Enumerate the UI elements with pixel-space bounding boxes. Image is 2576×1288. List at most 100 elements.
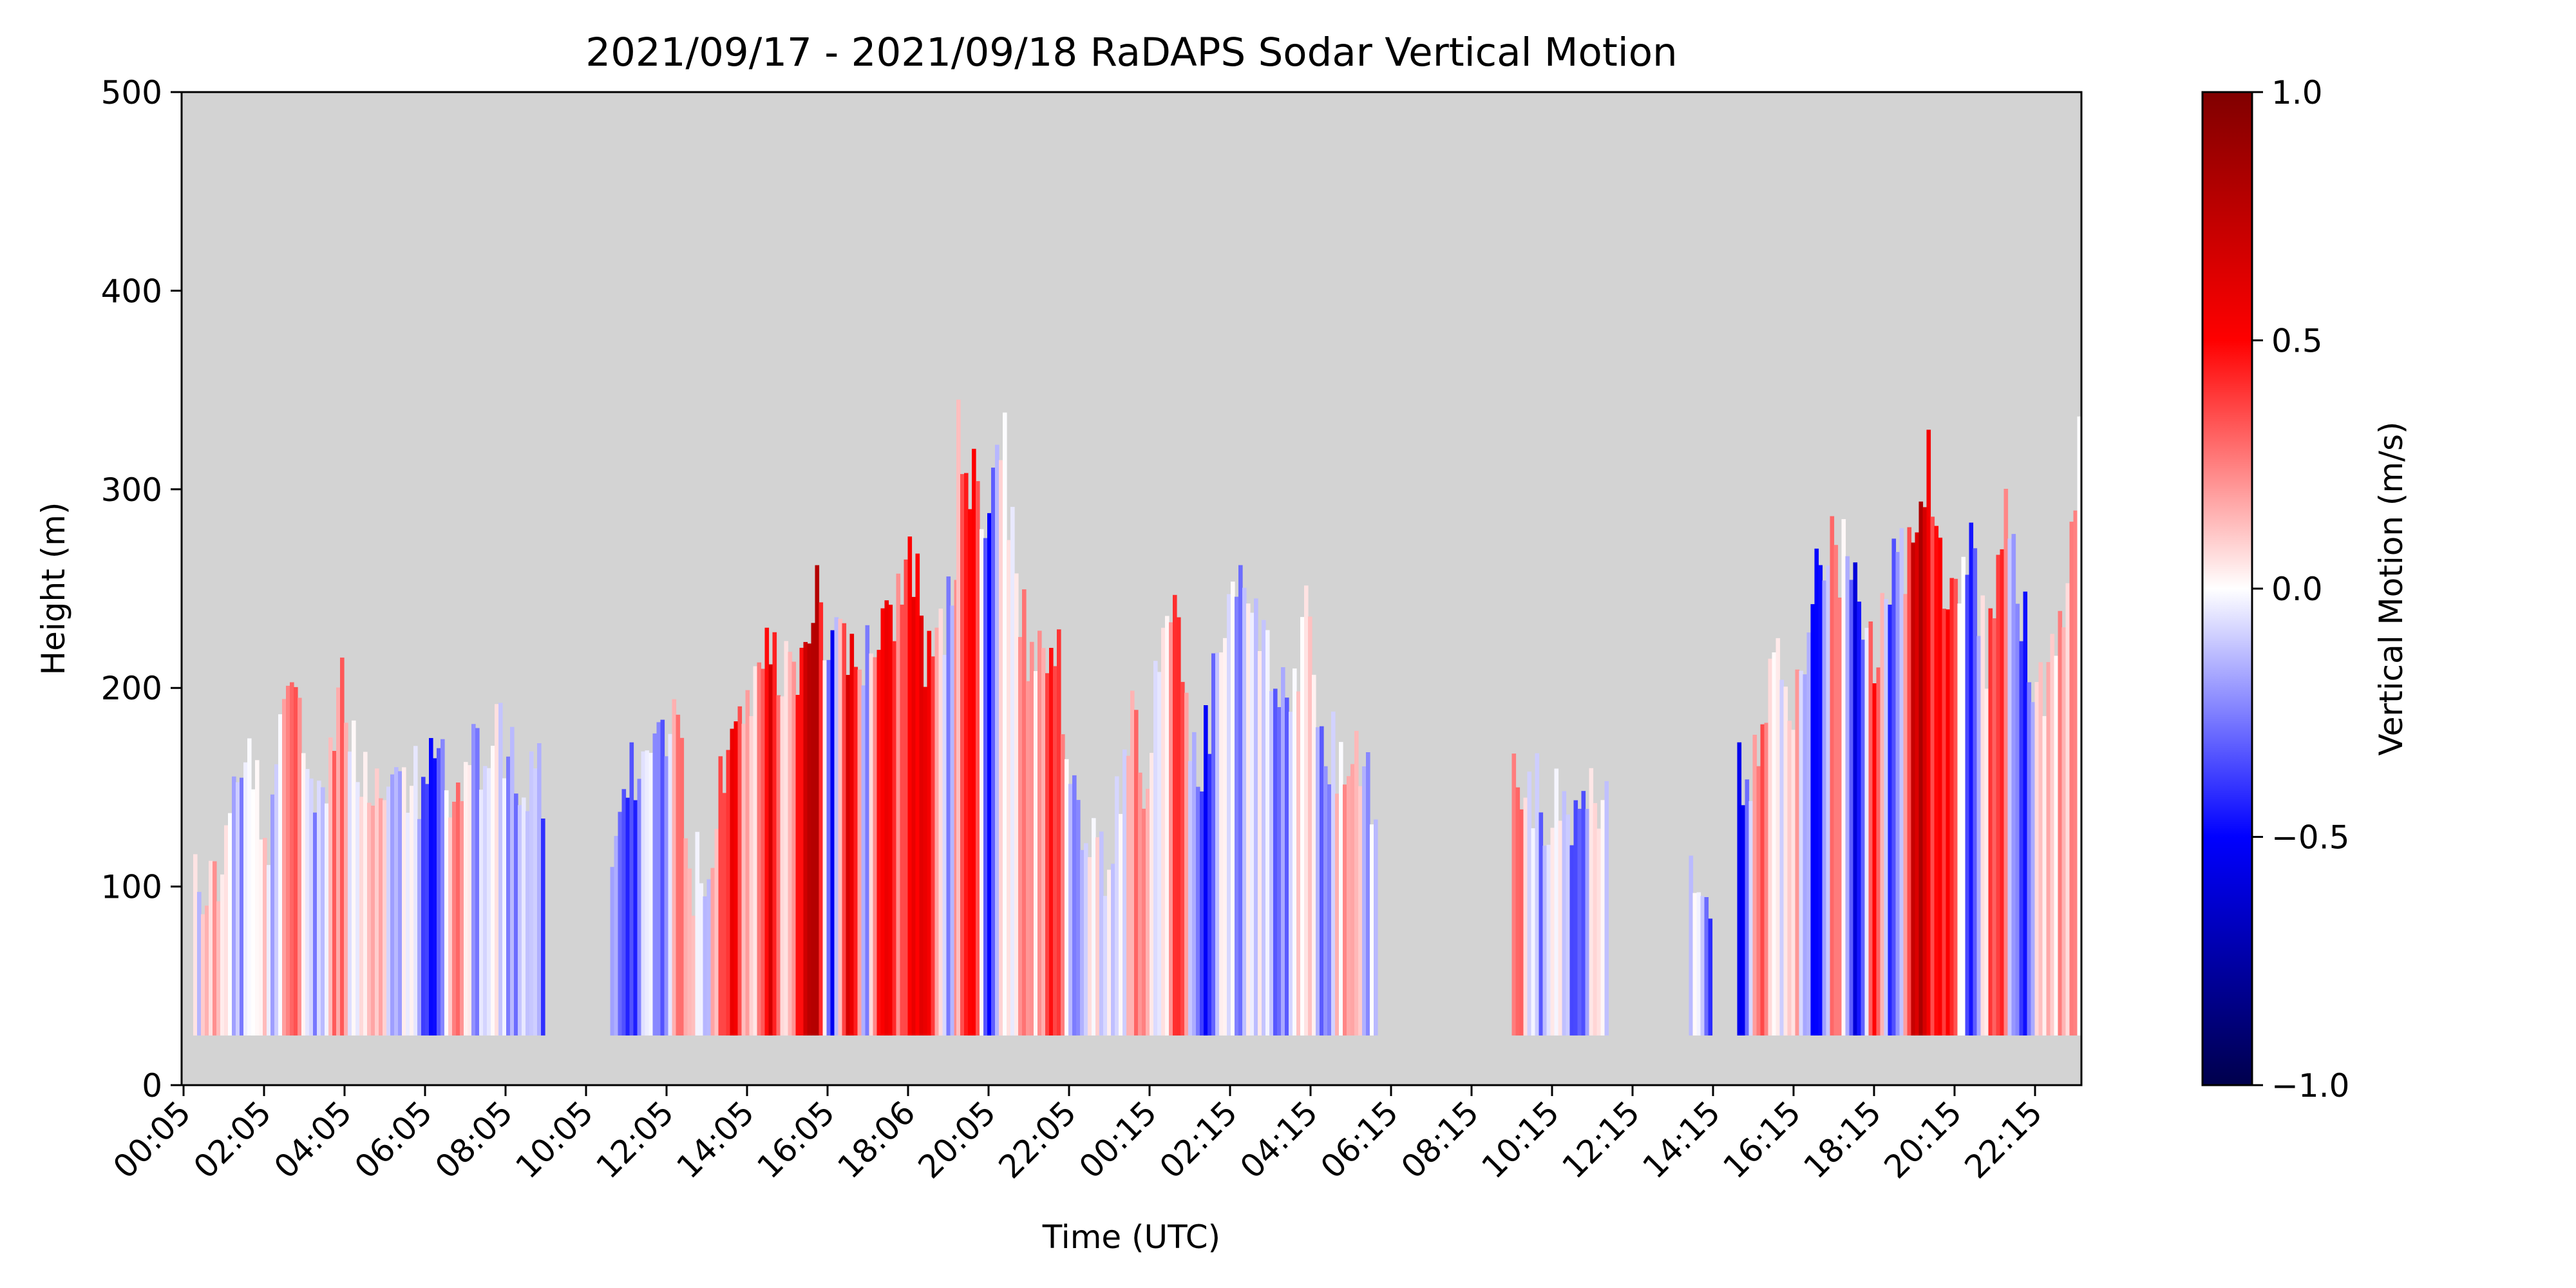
heatmap-cell — [834, 617, 839, 1036]
heatmap-cell — [1884, 599, 1889, 1036]
heatmap-cell — [1810, 604, 1815, 1036]
heatmap-cell — [495, 704, 499, 1036]
heatmap-cell — [1888, 604, 1893, 1036]
heatmap-cell — [1903, 594, 1908, 1036]
heatmap-cell — [1531, 828, 1536, 1036]
chart-title: 2021/09/17 - 2021/09/18 RaDAPS Sodar Ver… — [585, 30, 1677, 75]
heatmap-cell — [900, 604, 905, 1036]
heatmap-cell — [683, 838, 688, 1036]
heatmap-cell — [1269, 691, 1274, 1036]
heatmap-cell — [625, 797, 630, 1036]
heatmap-cell — [1084, 843, 1088, 1036]
heatmap-cell — [954, 580, 959, 1036]
heatmap-cell — [1126, 755, 1131, 1036]
heatmap-cell — [1558, 820, 1563, 1036]
heatmap-cell — [325, 803, 329, 1036]
heatmap-cell — [1783, 687, 1788, 1036]
heatmap-cell — [1065, 759, 1069, 1036]
heatmap-cell — [1061, 734, 1065, 1036]
heatmap-cell — [938, 609, 943, 1036]
x-tick-label: 14:15 — [1636, 1094, 1728, 1186]
heatmap-cell — [795, 695, 800, 1036]
heatmap-cell — [1092, 818, 1096, 1036]
heatmap-cell — [1708, 918, 1713, 1036]
heatmap-cell — [2023, 591, 2028, 1036]
heatmap-cell — [983, 538, 988, 1036]
heatmap-cell — [456, 782, 460, 1036]
x-tick-label: 00:05 — [106, 1094, 198, 1186]
heatmap-cell — [1922, 507, 1927, 1036]
heatmap-cell — [1988, 608, 1993, 1036]
heatmap-cell — [1918, 501, 1924, 1036]
heatmap-cell — [386, 786, 391, 1036]
heatmap-cell — [838, 618, 843, 1036]
heatmap-cell — [896, 573, 901, 1036]
heatmap-cell — [1219, 652, 1224, 1036]
heatmap-cell — [1335, 793, 1340, 1036]
heatmap-cell — [2061, 627, 2067, 1036]
heatmap-cell — [695, 831, 700, 1036]
x-tick-label: 10:05 — [509, 1094, 601, 1186]
heatmap-cell — [1281, 667, 1285, 1036]
heatmap-cell — [518, 805, 522, 1036]
colorbar-tick-label: 1.0 — [2271, 74, 2323, 111]
heatmap-cell — [1926, 430, 1931, 1036]
heatmap-cell — [1169, 622, 1173, 1036]
heatmap-cell — [1150, 753, 1154, 1036]
heatmap-cell — [919, 615, 924, 1036]
x-tick-label: 02:05 — [187, 1094, 279, 1186]
heatmap-cell — [706, 879, 712, 1036]
heatmap-cell — [487, 768, 491, 1036]
heatmap-cell — [791, 661, 797, 1036]
heatmap-cell — [964, 473, 969, 1036]
heatmap-cell — [1200, 791, 1204, 1036]
heatmap-cell — [1880, 592, 1885, 1036]
heatmap-cell — [209, 860, 213, 1036]
heatmap-cell — [907, 536, 913, 1036]
heatmap-cell — [340, 658, 345, 1036]
heatmap-cell — [1300, 617, 1305, 1036]
heatmap-cell — [784, 641, 789, 1036]
heatmap-cell — [1293, 668, 1297, 1036]
heatmap-cell — [1320, 726, 1324, 1036]
heatmap-cell — [1573, 800, 1578, 1036]
heatmap-cell — [1316, 727, 1320, 1036]
heatmap-cell — [309, 778, 314, 1036]
heatmap-cell — [703, 896, 708, 1036]
x-tick-label: 04:15 — [1233, 1094, 1325, 1186]
data-segment — [956, 399, 1378, 1036]
heatmap-cell — [1138, 772, 1142, 1036]
heatmap-cell — [522, 797, 526, 1036]
plot-frame — [180, 91, 2083, 1086]
heatmap-cell — [676, 714, 681, 1036]
heatmap-cell — [972, 448, 976, 1036]
heatmap-cell — [1768, 658, 1773, 1036]
heatmap-cell — [1211, 653, 1216, 1036]
heatmap-cell — [976, 481, 980, 1036]
x-tick-label: 20:05 — [911, 1094, 1003, 1186]
heatmap-cell — [1304, 585, 1309, 1036]
heatmap-cell — [722, 793, 727, 1036]
y-tick-label: 400 — [101, 272, 162, 310]
heatmap-cell — [1752, 734, 1757, 1036]
heatmap-cell — [2000, 549, 2005, 1036]
heatmap-cell — [1265, 630, 1270, 1036]
heatmap-cell — [278, 714, 283, 1036]
heatmap-cell — [440, 739, 445, 1036]
heatmap-cell — [1946, 609, 1951, 1036]
heatmap-cell — [498, 703, 503, 1036]
heatmap-cell — [1165, 616, 1170, 1036]
heatmap-cell — [950, 605, 955, 1036]
heatmap-cell — [216, 901, 221, 1036]
heatmap-cell — [251, 789, 256, 1036]
heatmap-cell — [1741, 805, 1746, 1036]
heatmap-cell — [991, 468, 996, 1036]
heatmap-cell — [1242, 587, 1247, 1036]
heatmap-cell — [1938, 537, 1943, 1036]
heatmap-cell — [865, 625, 870, 1036]
heatmap-cell — [1895, 552, 1900, 1036]
heatmap-cell — [664, 756, 669, 1036]
heatmap-cell — [406, 813, 410, 1036]
heatmap-cell — [1347, 776, 1351, 1036]
colorbar-tick-label: −1.0 — [2271, 1067, 2349, 1104]
